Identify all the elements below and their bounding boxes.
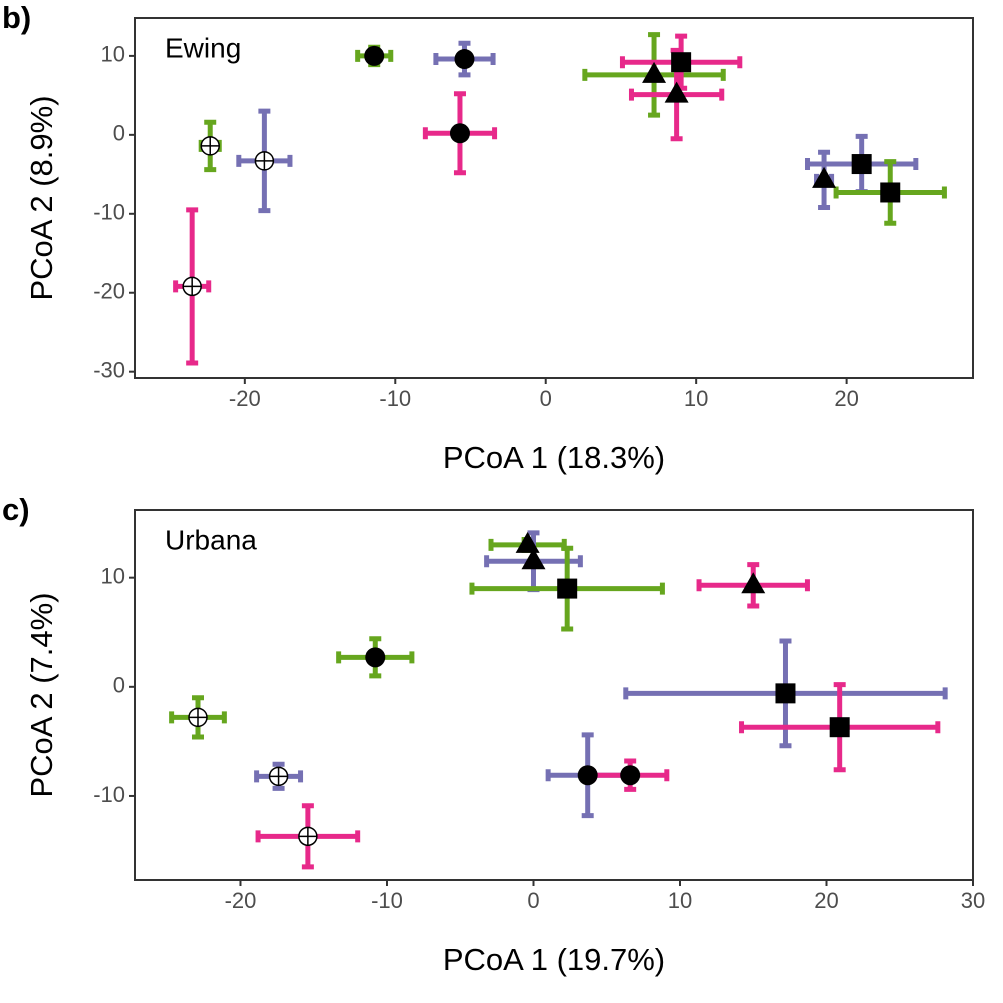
plot-frame <box>134 17 974 379</box>
point <box>200 136 220 156</box>
x-tick-label: 10 <box>668 888 692 913</box>
point <box>521 548 546 570</box>
panel-label: c) <box>2 492 30 527</box>
x-axis-title: PCoA 1 (18.3%) <box>443 440 665 475</box>
point <box>829 717 850 738</box>
point <box>365 647 386 668</box>
point <box>775 683 796 704</box>
plot-frame <box>134 509 974 881</box>
annotation: Urbana <box>165 524 257 555</box>
x-tick-label: 0 <box>527 888 539 913</box>
x-axis-title: PCoA 1 (19.7%) <box>443 942 665 977</box>
y-tick-label: 10 <box>101 563 125 588</box>
y-axis-title: PCoA 2 (8.9%) <box>24 95 59 300</box>
x-tick-label: -10 <box>379 386 411 411</box>
point <box>182 276 202 297</box>
point <box>364 45 385 66</box>
point <box>577 765 598 786</box>
point <box>664 81 689 103</box>
y-tick-label: 0 <box>113 121 125 146</box>
x-tick-label: 30 <box>961 888 985 913</box>
point <box>851 154 872 175</box>
point <box>449 123 470 144</box>
point <box>620 765 641 786</box>
y-tick-label: -10 <box>93 200 125 225</box>
point <box>741 572 766 594</box>
y-axis-title: PCoA 2 (7.4%) <box>24 592 59 797</box>
point <box>642 61 667 83</box>
point <box>298 826 318 847</box>
point <box>557 578 578 599</box>
y-tick-label: -10 <box>93 782 125 807</box>
x-tick-label: -20 <box>225 888 257 913</box>
y-tick-label: -20 <box>93 279 125 304</box>
point <box>515 531 540 553</box>
point <box>254 151 275 171</box>
x-tick-label: -10 <box>371 888 403 913</box>
point <box>268 766 289 787</box>
x-tick-label: 20 <box>834 386 858 411</box>
y-tick-label: 10 <box>101 42 125 67</box>
x-tick-label: -20 <box>229 386 261 411</box>
x-tick-label: 20 <box>814 888 838 913</box>
point <box>454 49 475 70</box>
point <box>671 52 692 73</box>
point <box>880 182 901 203</box>
annotation: Ewing <box>165 32 241 63</box>
y-tick-label: 0 <box>113 673 125 698</box>
panel-label: b) <box>2 0 31 35</box>
point <box>188 707 208 728</box>
x-tick-label: 10 <box>684 386 708 411</box>
x-tick-label: 0 <box>540 386 552 411</box>
y-tick-label: -30 <box>93 357 125 382</box>
point <box>812 166 837 188</box>
